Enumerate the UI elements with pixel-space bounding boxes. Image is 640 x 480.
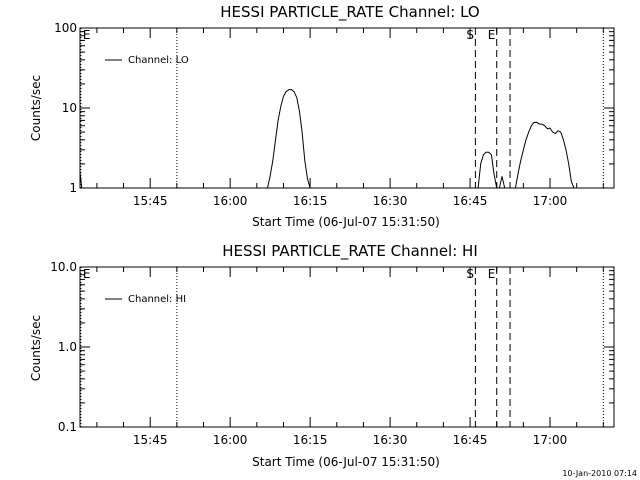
lo-x-tick-label: 16:15 (293, 194, 328, 208)
hi-x-tick-label: 17:00 (533, 433, 568, 447)
lo-x-tick-label: 16:45 (453, 194, 488, 208)
hi-x-tick-label: 16:00 (213, 433, 248, 447)
lo-y-tick-label: 10 (62, 101, 77, 115)
hi-y-tick-label: 0.1 (58, 420, 77, 434)
hi-marker-label: E (488, 267, 496, 281)
lo-x-ticks (96, 28, 604, 188)
hi-y-axis-label: Counts/sec (29, 315, 43, 381)
hi-x-ticks (96, 267, 604, 427)
hi-x-tick-label: 16:30 (373, 433, 408, 447)
lo-marker-label: E (488, 28, 496, 42)
lo-plot-frame (79, 27, 615, 189)
lo-x-tick-label: 15:45 (133, 194, 168, 208)
lo-series-line (498, 176, 506, 189)
lo-x-tick-label: 16:00 (213, 194, 248, 208)
lo-marker-label: E (83, 28, 91, 42)
lo-y-tick-label: 1 (69, 181, 77, 195)
lo-chart-title: HESSI PARTICLE_RATE Channel: LO (220, 3, 479, 22)
lo-series-line (267, 89, 311, 189)
lo-channel-panel: HESSI PARTICLE_RATE Channel: LO Start Ti… (29, 3, 615, 229)
hi-y-tick-label: 1.0 (58, 340, 77, 354)
hi-chart-title: HESSI PARTICLE_RATE Channel: HI (222, 242, 478, 261)
lo-x-axis-label: Start Time (06-Jul-07 15:31:50) (252, 215, 440, 229)
hi-x-axis-label: Start Time (06-Jul-07 15:31:50) (252, 455, 440, 469)
lo-series-line (79, 171, 83, 189)
lo-legend-label: Channel: LO (128, 55, 189, 66)
hi-y-ticks (80, 266, 614, 428)
lo-y-axis-label: Counts/sec (29, 75, 43, 141)
hi-channel-panel: HESSI PARTICLE_RATE Channel: HI Start Ti… (29, 242, 615, 469)
hi-legend-label: Channel: HI (128, 294, 186, 305)
lo-x-tick-label: 17:00 (533, 194, 568, 208)
hi-x-tick-label: 15:45 (133, 433, 168, 447)
lo-series-line (514, 121, 575, 189)
lo-series-line (477, 151, 498, 189)
hi-marker-label: S (466, 267, 474, 281)
hi-x-tick-label: 16:45 (453, 433, 488, 447)
hi-y-tick-label: 10.0 (50, 260, 77, 274)
lo-y-ticks (80, 27, 614, 189)
generation-timestamp: 10-Jan-2010 07:14 (562, 469, 637, 478)
lo-y-tick-label: 100 (54, 21, 77, 35)
lo-marker-label: S (466, 28, 474, 42)
hi-plot-frame (79, 266, 615, 428)
hi-marker-label: E (83, 267, 91, 281)
hi-x-tick-label: 16:15 (293, 433, 328, 447)
lo-x-tick-label: 16:30 (373, 194, 408, 208)
